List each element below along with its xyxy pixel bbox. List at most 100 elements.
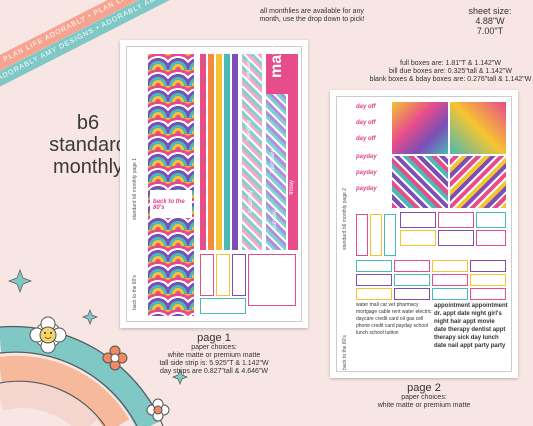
product-title-line3: monthly xyxy=(52,156,124,178)
blank-box xyxy=(470,274,506,286)
full-box-pattern xyxy=(450,156,506,208)
word-sticker: payday xyxy=(396,323,413,329)
word-sticker: daycare xyxy=(356,316,374,322)
word-sticker: date night xyxy=(457,311,487,317)
product-title: b6 standard monthly xyxy=(28,112,148,178)
payday-label: payday xyxy=(356,186,377,192)
blank-box xyxy=(432,260,468,272)
rainbow-illustration xyxy=(0,269,188,426)
word-sticker: water xyxy=(401,309,415,315)
sheet-size-height: 7.00"T xyxy=(476,26,504,36)
word-sticker: car xyxy=(380,302,388,308)
full-box xyxy=(400,230,436,246)
blank-box xyxy=(394,288,430,300)
word-sticker: pharmacy xyxy=(396,302,419,308)
word-sticker: lunch date xyxy=(434,335,499,349)
word-sticker: hair appt xyxy=(450,319,476,325)
color-strip-yellow xyxy=(216,54,222,250)
word-sticker: sick day xyxy=(457,335,482,341)
page2-paper: paper choices: xyxy=(401,394,447,401)
sticker-sheet-page1: standard b6 monthly page 1 back to the 8… xyxy=(120,40,308,328)
product-title-line2: standard xyxy=(49,134,127,156)
blank-box xyxy=(356,274,392,286)
color-strip-purple xyxy=(232,54,238,250)
word-sticker: mortgage xyxy=(356,309,378,315)
color-strip-pink xyxy=(200,54,206,250)
page1-dims-2: day strips are 0.827"tall & 4.646"W xyxy=(159,368,269,375)
word-sticker-list-large: appointment appointment dr. appt date ni… xyxy=(434,302,508,350)
weekday-friday: friday xyxy=(289,180,295,195)
month-label-text: may xyxy=(268,45,285,78)
word-sticker: therapy xyxy=(448,327,470,333)
word-sticker: credit card xyxy=(375,316,399,322)
full-box xyxy=(438,212,474,228)
full-box xyxy=(438,230,474,246)
payday-label: payday xyxy=(356,154,377,160)
word-sticker: cell phone xyxy=(356,316,424,329)
word-sticker: cable xyxy=(378,309,391,315)
bill-box xyxy=(200,254,214,296)
bill-box xyxy=(232,254,246,296)
page1-paper-types: white matte or premium matte xyxy=(167,352,261,359)
word-sticker: electric xyxy=(415,309,432,315)
box-sizes: full boxes are: 1.81"T & 1.142"W bill du… xyxy=(368,60,533,84)
day-off-label: day off xyxy=(356,136,376,142)
page2-paper-types: white matte or premium matte xyxy=(377,402,471,409)
weekday-tuesday: tuesday xyxy=(246,120,252,142)
side-strip-label: back to the 80's xyxy=(150,190,192,218)
word-sticker: credit card xyxy=(371,323,395,329)
word-sticker: oil xyxy=(399,316,405,322)
box-size-bill: bill due boxes are: 0.325"tall & 1.142"W xyxy=(389,68,512,75)
product-title-line1: b6 xyxy=(76,112,100,134)
bill-box xyxy=(370,214,382,256)
month-label: may xyxy=(266,46,298,94)
sheet-side-text: standard b6 monthly page 1 xyxy=(132,158,138,220)
full-box-illustration xyxy=(450,102,506,154)
word-sticker: party xyxy=(474,343,490,349)
sheet-size: sheet size: 4.88"W 7.00"T xyxy=(450,6,530,36)
word-sticker: movie date xyxy=(434,319,495,333)
date-box xyxy=(248,254,296,306)
page1-caption: page 1 paper choices: white matte or pre… xyxy=(108,332,320,376)
bill-box xyxy=(356,214,368,256)
word-sticker-list-small: water mail car vet pharmacy mortgage cab… xyxy=(356,302,432,337)
blank-box xyxy=(200,298,246,314)
full-box xyxy=(400,212,436,228)
sticker-sheet-page2: standard b6 monthly page 2 back to the 8… xyxy=(330,90,518,378)
theme-text: back to the 80's xyxy=(342,335,348,370)
word-sticker: appointment xyxy=(434,303,470,309)
word-sticker: gas xyxy=(406,316,415,322)
top-note: all monthlies are available for any mont… xyxy=(259,8,365,23)
full-box xyxy=(476,230,506,246)
word-sticker: mail xyxy=(369,302,379,308)
word-sticker: nail appt xyxy=(448,343,473,349)
weekday-monday: monday xyxy=(246,60,252,82)
word-sticker: rent xyxy=(391,309,401,315)
bill-box xyxy=(216,254,230,296)
sparkle-icon xyxy=(8,269,188,385)
color-strip-orange xyxy=(208,54,214,250)
day-strip-teal xyxy=(242,54,262,250)
side-strip-pattern xyxy=(148,54,194,316)
word-sticker: girl's night xyxy=(434,311,502,325)
word-sticker: vet xyxy=(388,302,396,308)
blank-box xyxy=(356,260,392,272)
page2-title: page 2 xyxy=(407,382,441,394)
payday-label: payday xyxy=(356,170,377,176)
day-strip-magenta xyxy=(288,54,298,250)
page1-dims-1: tall side strip is: 5.925"T & 1.142"W xyxy=(159,360,269,367)
side-strip-label-text: back to the 80's xyxy=(153,199,185,211)
word-sticker: school lunch xyxy=(356,323,428,336)
bill-box xyxy=(384,214,396,256)
blank-box xyxy=(470,260,506,272)
word-sticker: dr. appt xyxy=(434,311,456,317)
word-sticker: water xyxy=(356,302,369,308)
word-sticker: party xyxy=(490,343,506,349)
page2-caption: page 2 paper choices: white matte or pre… xyxy=(338,382,510,410)
weekday-sunday: sunday xyxy=(272,210,278,230)
flower-icon xyxy=(29,316,67,354)
weekday-thursday: thursday xyxy=(270,150,276,174)
day-off-label: day off xyxy=(356,120,376,126)
sheet-size-label: sheet size: xyxy=(468,6,512,16)
box-size-blank: blank boxes & bday boxes are: 0.276"tall… xyxy=(369,76,532,83)
